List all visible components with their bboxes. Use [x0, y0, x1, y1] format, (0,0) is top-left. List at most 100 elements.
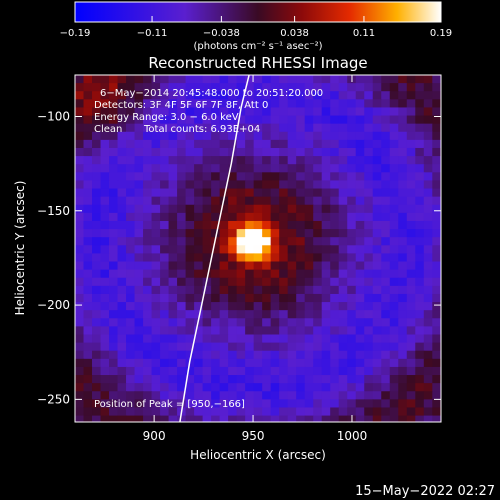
- heatmap-cell: [398, 196, 408, 206]
- heatmap-cell: [236, 277, 246, 287]
- heatmap-cell: [253, 75, 263, 84]
- heatmap-cell: [262, 407, 272, 417]
- heatmap-cell: [313, 123, 323, 133]
- heatmap-cell: [270, 407, 280, 417]
- heatmap-cell: [117, 366, 127, 376]
- heatmap-cell: [177, 131, 187, 141]
- heatmap-cell: [287, 115, 297, 125]
- heatmap-cell: [338, 383, 348, 392]
- heatmap-cell: [262, 204, 272, 214]
- heatmap-cell: [270, 123, 280, 133]
- heatmap-cell: [211, 261, 221, 271]
- heatmap-cell: [219, 302, 229, 311]
- heatmap-cell: [211, 91, 221, 100]
- heatmap-cell: [364, 229, 374, 238]
- heatmap-cell: [92, 293, 102, 303]
- heatmap-cell: [245, 269, 255, 279]
- heatmap-cell: [372, 334, 382, 344]
- heatmap-cell: [321, 261, 331, 271]
- heatmap-cell: [347, 334, 357, 344]
- heatmap-cell: [432, 75, 441, 84]
- heatmap-cell: [338, 326, 348, 336]
- heatmap-cell: [245, 180, 255, 190]
- heatmap-cell: [398, 350, 408, 360]
- heatmap-cell: [228, 407, 238, 417]
- heatmap-cell: [177, 261, 187, 271]
- heatmap-cell: [202, 156, 212, 165]
- heatmap-cell: [109, 269, 119, 279]
- heatmap-cell: [415, 293, 425, 303]
- heatmap-cell: [338, 99, 348, 109]
- heatmap-cell: [347, 366, 357, 376]
- solar-limb-curve: [179, 75, 250, 422]
- heatmap-cell: [92, 83, 102, 92]
- heatmap-cell: [83, 139, 93, 149]
- heatmap-cell: [109, 204, 119, 214]
- heatmap-cell: [100, 75, 110, 84]
- heatmap-cell: [347, 277, 357, 287]
- heatmap-cell: [313, 375, 323, 384]
- heatmap-cell: [126, 302, 136, 311]
- heatmap-cell: [389, 83, 399, 92]
- heatmap-cell: [313, 229, 323, 238]
- heatmap-cell: [75, 261, 85, 271]
- heatmap-cell: [304, 156, 314, 165]
- heatmap-cell: [432, 164, 441, 173]
- heatmap-cell: [177, 415, 187, 422]
- heatmap-cell: [92, 156, 102, 165]
- heatmap-cell: [372, 358, 382, 368]
- heatmap-cell: [321, 131, 331, 141]
- heatmap-cell: [296, 115, 306, 125]
- heatmap-cell: [355, 188, 365, 198]
- heatmap-cell: [364, 237, 374, 246]
- heatmap-cell: [143, 407, 153, 417]
- heatmap-cell: [321, 253, 331, 263]
- heatmap-cell: [279, 261, 289, 271]
- heatmap-cell: [313, 310, 323, 319]
- heatmap-cell: [83, 156, 93, 165]
- heatmap-cell: [202, 326, 212, 336]
- heatmap-cell: [245, 285, 255, 295]
- heatmap-cell: [304, 277, 314, 287]
- heatmap-cell: [151, 366, 161, 376]
- heatmap-cell: [381, 342, 391, 352]
- heatmap-cell: [279, 318, 289, 327]
- heatmap-cell: [279, 107, 289, 117]
- heatmap-cell: [117, 342, 127, 352]
- heatmap-cell: [160, 269, 170, 279]
- heatmap-cell: [440, 245, 441, 255]
- heatmap-cell: [355, 75, 365, 84]
- heatmap-cell: [423, 204, 433, 214]
- heatmap-cell: [185, 188, 195, 198]
- heatmap-cell: [134, 318, 144, 327]
- heatmap-cell: [381, 123, 391, 133]
- heatmap-cell: [347, 115, 357, 125]
- heatmap-cell: [92, 269, 102, 279]
- heatmap-cell: [423, 334, 433, 344]
- heatmap-cell: [160, 253, 170, 263]
- heatmap-cell: [245, 245, 255, 255]
- heatmap-cell: [381, 164, 391, 173]
- heatmap-cell: [194, 123, 204, 133]
- heatmap-cell: [440, 139, 441, 149]
- heatmap-cell: [313, 269, 323, 279]
- heatmap-cell: [126, 123, 136, 133]
- heatmap-cell: [355, 204, 365, 214]
- heatmap-cell: [228, 383, 238, 392]
- heatmap-cell: [245, 261, 255, 271]
- heatmap-cell: [185, 407, 195, 417]
- heatmap-cell: [423, 391, 433, 400]
- heatmap-cell: [185, 172, 195, 182]
- heatmap-cell: [304, 204, 314, 214]
- heatmap-cell: [83, 285, 93, 295]
- heatmap-cell: [398, 415, 408, 422]
- heatmap-cell: [313, 75, 323, 84]
- heatmap-cell: [185, 115, 195, 125]
- heatmap-cell: [253, 334, 263, 344]
- heatmap-cell: [100, 342, 110, 352]
- heatmap-cell: [440, 229, 441, 238]
- heatmap-cell: [440, 293, 441, 303]
- heatmap-cell: [423, 91, 433, 100]
- heatmap-cell: [432, 180, 441, 190]
- heatmap-cell: [415, 391, 425, 400]
